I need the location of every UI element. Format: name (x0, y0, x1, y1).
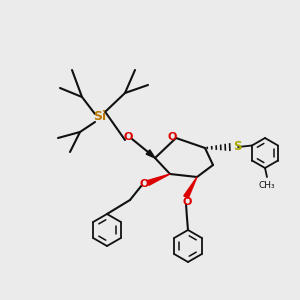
Text: Si: Si (93, 110, 106, 124)
Polygon shape (146, 150, 155, 158)
Text: O: O (139, 179, 149, 189)
Text: O: O (182, 197, 192, 207)
Polygon shape (184, 177, 197, 198)
Text: S: S (233, 140, 242, 152)
Text: CH₃: CH₃ (259, 181, 275, 190)
Polygon shape (147, 174, 170, 185)
Text: O: O (123, 132, 133, 142)
Text: O: O (167, 132, 177, 142)
